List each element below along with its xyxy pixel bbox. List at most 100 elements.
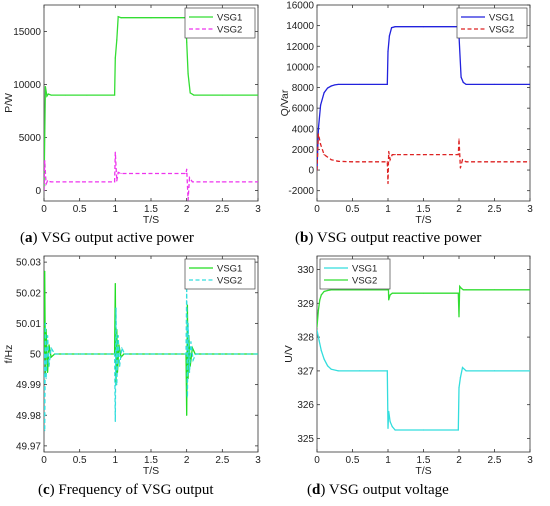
data-point-vsg1 [422,429,425,431]
data-point-vsg1 [187,73,189,75]
data-point-vsg1 [193,94,195,96]
y-tick-label: -2000 [288,186,314,197]
caption-a-text: VSG output active power [40,230,194,246]
data-point-vsg1 [387,50,389,53]
x-tick-label: 3 [527,204,533,215]
series-vsg1-line [317,330,530,431]
data-point-vsg1 [186,414,188,416]
caption-a-label: a [25,230,33,246]
data-point-vsg2 [117,335,119,337]
legend-box [456,7,528,39]
data-point-vsg2 [187,199,189,201]
data-point-vsg2 [44,189,45,192]
data-point-vsg2 [529,161,530,163]
data-point-vsg2 [422,153,425,156]
x-tick-label: 2 [184,455,190,466]
data-point-vsg1 [458,387,460,389]
data-point-vsg1 [323,92,325,94]
data-point-vsg1 [116,39,118,41]
chart-c: 0 0.5 1 1.5 2 2.5 3 49.97 49.98 49.99 50 50.01 50.02… [3,255,261,477]
y-tick-label: 330 [297,265,314,276]
data-point-vsg2 [114,420,116,422]
data-point-vsg2 [121,347,123,349]
x-tick-label: 0.5 [346,455,360,466]
legend-label-vsg2: VSG2 [352,276,377,287]
data-point-vsg2 [465,161,467,163]
data-point-vsg2 [458,316,460,318]
data-point-vsg2 [48,365,50,367]
y-axis-label: Q/Var [279,89,291,116]
y-tick-label: 5000 [19,133,42,144]
data-point-vsg1 [257,94,258,96]
data-point-vsg2 [79,353,81,355]
x-tick-label: 0 [41,455,47,466]
data-point-vsg1 [120,17,122,19]
legend-box [184,258,256,290]
data-point-vsg1 [318,339,320,342]
data-point-vsg2 [45,183,47,185]
data-point-vsg2 [124,353,126,355]
x-tick-label: 2 [456,204,462,215]
data-point-vsg2 [186,289,188,291]
x-axis-label: T/S [415,214,431,226]
data-point-vsg2 [327,289,329,292]
data-point-vsg1 [465,370,467,372]
data-point-vsg2 [221,181,223,183]
data-point-vsg2 [465,289,467,291]
caption-d-label: d [312,482,321,498]
data-point-vsg1 [116,371,119,373]
data-point-vsg2 [79,181,81,183]
y-tick-label: 50 [30,350,42,361]
data-point-vsg2 [44,353,45,355]
caption-c: (c) Frequency of VSG output [38,482,214,498]
data-point-vsg2 [529,289,530,291]
y-tick-label: 49.98 [16,411,41,422]
chart-d: 0 0.5 1 1.5 2 2.5 3 325 326 327 328 329 330 T/S U/V VSG… [283,255,533,477]
data-point-vsg2 [394,292,396,294]
data-point-vsg2 [44,322,47,324]
x-tick-label: 0.5 [73,204,87,215]
data-point-vsg2 [457,292,459,294]
y-tick-label: 10000 [286,62,314,73]
data-point-vsg2 [221,353,223,355]
x-tick-label: 0.5 [346,204,360,215]
data-point-vsg2 [257,181,258,183]
chart-b: 0 0.5 1 1.5 2 2.5 3-20000200040006000800010000… [279,1,533,227]
data-point-vsg2 [351,161,354,163]
legend-label-vsg2: VSG2 [217,25,242,36]
legend-box [319,258,391,290]
x-tick-label: 0 [41,204,47,215]
data-point-vsg2 [458,138,460,140]
data-point-vsg1 [117,16,119,18]
data-point-vsg2 [388,299,390,301]
caption-b: (b) VSG output reactive power [295,230,482,246]
data-point-vsg2 [317,133,320,135]
data-point-vsg1 [47,93,49,95]
data-point-vsg2 [389,294,391,296]
data-point-vsg1 [44,85,47,88]
x-tick-label: 2.5 [488,455,502,466]
x-tick-label: 1 [385,455,391,466]
data-point-vsg1 [330,368,332,370]
data-point-vsg2 [116,180,118,182]
data-point-vsg2 [188,177,191,179]
data-point-vsg1 [186,41,188,43]
data-point-vsg2 [190,341,192,343]
data-point-vsg1 [114,57,116,59]
data-point-vsg1 [388,410,390,413]
legend-label-vsg1: VSG1 [217,13,242,24]
series-vsg1-line [317,26,530,171]
data-point-vsg2 [389,159,391,161]
data-point-vsg1 [327,365,329,367]
data-point-vsg2 [185,172,187,175]
data-point-vsg1 [189,92,191,94]
data-point-vsg1 [323,358,325,360]
y-tick-label: 50.03 [16,258,41,269]
data-point-vsg1 [64,94,66,96]
data-point-vsg2 [391,292,393,294]
y-tick-label: 329 [297,299,314,310]
legend-label-vsg1: VSG1 [217,264,242,275]
data-point-vsg2 [191,181,193,183]
caption-b-label: b [300,230,309,246]
data-point-vsg2 [120,172,122,175]
